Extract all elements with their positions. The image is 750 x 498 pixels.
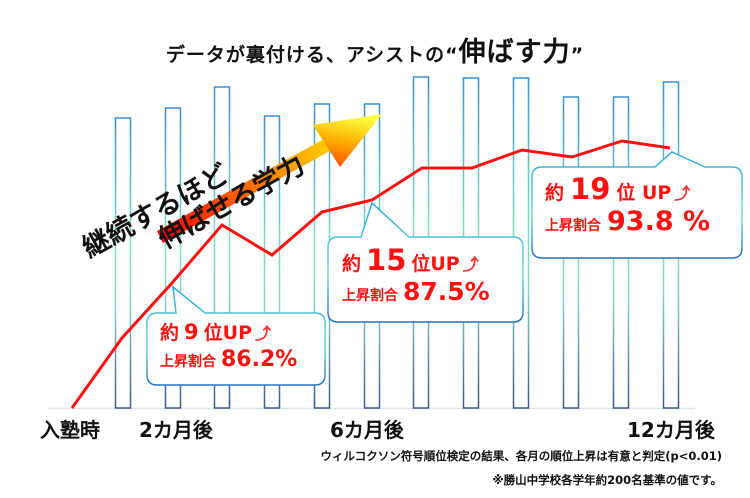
x-label-2months: 2カ月後 — [139, 418, 213, 442]
bar — [164, 107, 182, 409]
callout-12months: 約 19 位 UP ⤴ 上昇割合 93.8 % — [545, 172, 710, 237]
callout-rank: 19 — [570, 172, 611, 206]
callout-rank: 9 — [184, 320, 199, 344]
up-arrow-icon: ⤴ — [462, 255, 479, 274]
growth-arrow-icon — [157, 114, 382, 243]
footnote-statistics: ウィルコクソン符号順位検定の結果、各月の順位上昇は有意と判定(p<0.01) — [320, 449, 722, 463]
callout-rate: 87.5% — [403, 277, 490, 306]
callout-suffix: 位UP — [411, 253, 460, 275]
chart-title: データが裏付ける、アシストの“伸ばす力” — [0, 30, 750, 69]
callout-rate: 86.2% — [221, 347, 298, 372]
callout-6months: 約 15 位UP ⤴ 上昇割合 87.5% — [342, 243, 490, 306]
bar-series — [114, 76, 680, 409]
up-arrow-icon: ⤴ — [255, 324, 272, 343]
callout-bubble-2months — [146, 285, 326, 386]
footnote-basis: ※勝山中学校各学年約200名基準の値です。 — [492, 473, 722, 487]
rank-trend-line — [70, 139, 671, 409]
x-label-6months: 6カ月後 — [330, 418, 404, 442]
bar — [263, 115, 281, 409]
callout-rank: 15 — [366, 243, 407, 277]
callout-prefix: 約 — [342, 253, 362, 275]
callout-rate-label: 上昇割合 — [545, 218, 601, 234]
title-emphasis: 伸ばす力 — [458, 37, 571, 68]
title-main: データが裏付ける、アシストの“ — [165, 44, 459, 66]
x-label-start: 入塾時 — [40, 418, 100, 442]
x-label-12months: 12カ月後 — [627, 418, 715, 442]
callout-2months: 約 9 位UP ⤴ 上昇割合 86.2% — [160, 318, 297, 372]
bar — [114, 117, 132, 409]
callout-bubble-12months — [531, 151, 743, 259]
callout-suffix: 位 UP — [616, 182, 672, 204]
callout-rate-label: 上昇割合 — [342, 288, 398, 304]
callout-suffix: 位UP — [203, 322, 252, 344]
callout-rate: 93.8 % — [607, 206, 711, 237]
callout-bubble-6months — [327, 201, 524, 323]
title-close-quote: ” — [570, 44, 585, 66]
callout-prefix: 約 — [160, 322, 180, 344]
bar — [213, 86, 231, 409]
callout-prefix: 約 — [545, 182, 565, 204]
callout-rate-label: 上昇割合 — [160, 354, 216, 370]
up-arrow-icon: ⤴ — [674, 184, 691, 203]
